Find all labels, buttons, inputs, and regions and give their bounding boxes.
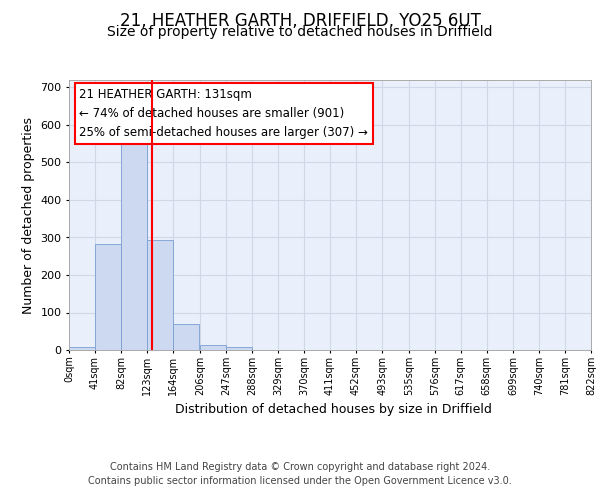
Text: Distribution of detached houses by size in Driffield: Distribution of detached houses by size …	[175, 402, 491, 415]
Bar	[173, 324, 199, 350]
Bar	[69, 347, 95, 350]
Bar	[147, 240, 173, 350]
Bar	[200, 345, 226, 350]
Bar	[121, 136, 147, 350]
Bar	[95, 244, 121, 350]
Text: 21, HEATHER GARTH, DRIFFIELD, YO25 6UT: 21, HEATHER GARTH, DRIFFIELD, YO25 6UT	[119, 12, 481, 30]
Y-axis label: Number of detached properties: Number of detached properties	[22, 116, 35, 314]
Text: Size of property relative to detached houses in Driffield: Size of property relative to detached ho…	[107, 25, 493, 39]
Bar	[226, 347, 252, 350]
Text: Contains HM Land Registry data © Crown copyright and database right 2024.
Contai: Contains HM Land Registry data © Crown c…	[88, 462, 512, 486]
Text: 21 HEATHER GARTH: 131sqm
← 74% of detached houses are smaller (901)
25% of semi-: 21 HEATHER GARTH: 131sqm ← 74% of detach…	[79, 88, 368, 139]
